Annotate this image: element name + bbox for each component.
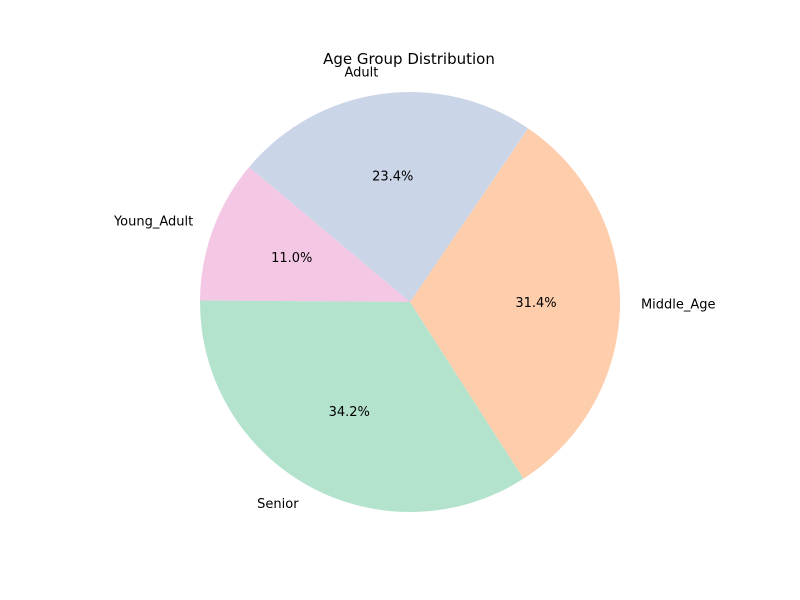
slice-label-adult: Adult — [344, 66, 378, 81]
pie-slice-middle-age — [410, 128, 620, 479]
pie-slice-young-adult — [200, 167, 410, 302]
slice-percent-adult: 23.4% — [372, 170, 413, 185]
slice-label-senior: Senior — [257, 497, 299, 512]
pie-slice-senior — [200, 300, 524, 513]
slice-label-young-adult: Young_Adult — [113, 215, 193, 230]
pie-labels: Young_Adult 11.0% Senior 34.2% Middle_Age 31.… — [113, 66, 716, 512]
slice-percent-young-adult: 11.0% — [271, 251, 312, 266]
slice-percent-middle-age: 31.4% — [515, 296, 556, 311]
pie-slice-adult — [249, 92, 529, 302]
slice-label-middle-age: Middle_Age — [641, 298, 716, 313]
slice-percent-senior: 34.2% — [329, 405, 370, 420]
chart-title: Age Group Distribution — [323, 50, 495, 68]
pie-slices — [200, 92, 620, 513]
